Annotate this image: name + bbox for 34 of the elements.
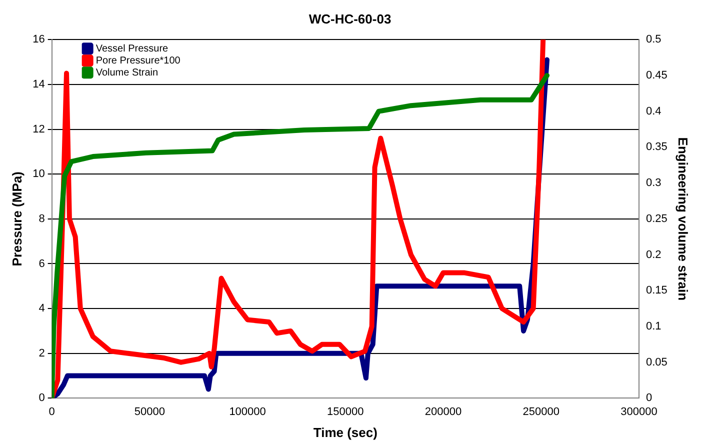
- legend-label: Volume Strain: [96, 67, 158, 78]
- y-tick-label: 2: [38, 347, 45, 360]
- x-tick-label: 150000: [327, 406, 364, 418]
- x-tick-label: 50000: [134, 406, 165, 418]
- y2-tick-label: 0: [646, 392, 652, 404]
- y2-tick-label: 0.1: [646, 320, 662, 333]
- y-tick-label: 14: [32, 78, 45, 90]
- x-tick-label: 250000: [522, 406, 560, 418]
- y2-tick-label: 0.05: [646, 356, 668, 368]
- y2-tick-label: 0.2: [646, 248, 662, 261]
- y2-axis-title: Engineering volume strain: [676, 137, 691, 301]
- y-tick-label: 16: [32, 34, 45, 46]
- y2-tick-label: 0.4: [646, 105, 662, 118]
- x-tick-label: 300000: [620, 406, 658, 418]
- x-tick-label: 0: [48, 406, 55, 418]
- y-tick-label: 8: [38, 212, 45, 225]
- legend-label: Pore Pressure*100: [96, 55, 181, 66]
- y2-tick-label: 0.25: [646, 212, 668, 225]
- y-tick-label: 4: [38, 302, 45, 315]
- y-tick-label: 0: [38, 392, 45, 404]
- y2-tick-label: 0.35: [646, 141, 668, 154]
- y2-tick-label: 0.3: [646, 177, 662, 190]
- y-tick-label: 12: [32, 123, 45, 136]
- x-axis-title: Time (sec): [313, 424, 378, 440]
- legend-label: Vessel Pressure: [96, 43, 169, 54]
- x-tick-label: 200000: [424, 406, 462, 418]
- y2-tick-label: 0.45: [646, 69, 668, 82]
- x-tick-label: 100000: [229, 406, 266, 418]
- y-tick-label: 10: [32, 168, 45, 180]
- y-axis-title: Pressure (MPa): [9, 172, 24, 266]
- y2-tick-label: 0.15: [646, 284, 668, 297]
- chart-title: WC-HC-60-03: [308, 11, 392, 26]
- y2-tick-label: 0.5: [646, 34, 662, 46]
- y-tick-label: 6: [38, 258, 45, 270]
